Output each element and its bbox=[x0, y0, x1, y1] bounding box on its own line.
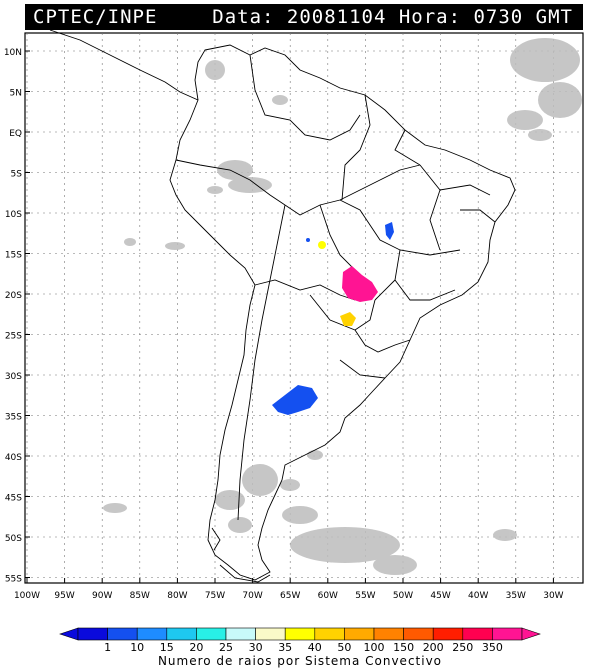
convective-systems bbox=[272, 222, 394, 415]
legend-swatch bbox=[107, 627, 138, 641]
legend-swatch bbox=[492, 627, 523, 641]
lat-label: 5S bbox=[11, 170, 23, 180]
lon-label: 75W bbox=[205, 591, 225, 601]
legend-tick-label: 50 bbox=[337, 641, 351, 654]
legend-swatch bbox=[77, 627, 108, 641]
continent-outline bbox=[169, 44, 516, 581]
legend-arrow-right bbox=[521, 627, 541, 641]
legend-swatch bbox=[462, 627, 493, 641]
legend-swatch bbox=[432, 627, 464, 641]
legend-tick-label: 25 bbox=[219, 641, 233, 654]
legend-swatch bbox=[166, 627, 197, 641]
legend-arrow-left bbox=[59, 627, 79, 641]
legend-swatch bbox=[255, 627, 286, 641]
lon-label: 40W bbox=[468, 591, 488, 601]
lat-label: EQ bbox=[9, 129, 22, 139]
lon-label: 80W bbox=[167, 591, 187, 601]
system-bahia bbox=[385, 222, 394, 240]
legend-tick-label: 40 bbox=[308, 641, 322, 654]
lat-label: 45S bbox=[5, 494, 22, 504]
legend-tick-label: 250 bbox=[452, 641, 473, 654]
datetime-label: Data: 20081104 Hora: 0730 GMT bbox=[212, 6, 573, 28]
map-frame bbox=[24, 32, 584, 584]
lon-label: 95W bbox=[54, 591, 74, 601]
legend-tick-label: 200 bbox=[423, 641, 444, 654]
legend-swatch bbox=[225, 627, 256, 641]
legend-tick-label: 100 bbox=[364, 641, 385, 654]
system-argentina bbox=[272, 385, 318, 415]
lon-label: 45W bbox=[430, 591, 450, 601]
legend-swatch bbox=[344, 627, 375, 641]
lon-label: 55W bbox=[355, 591, 375, 601]
lon-label: 65W bbox=[280, 591, 300, 601]
latitude-labels: 10N 5N EQ 5S 10S 15S 20S 25S 30S 35S 40S 45S 50S 55S bbox=[4, 48, 30, 585]
lat-label: 5N bbox=[10, 89, 22, 99]
map-header: CPTEC/INPE Data: 20081104 Hora: 0730 GMT bbox=[25, 4, 583, 30]
lat-label: 40S bbox=[5, 453, 22, 463]
legend-tick-label: 1 bbox=[104, 641, 111, 654]
lat-label: 10S bbox=[5, 210, 22, 220]
lon-label: 50W bbox=[393, 591, 413, 601]
lon-label: 100W bbox=[14, 591, 40, 601]
legend-swatch bbox=[373, 627, 404, 641]
system-paraguay bbox=[340, 312, 356, 326]
system-bolivia-blue bbox=[306, 238, 310, 242]
legend-swatch bbox=[196, 627, 227, 641]
legend-colorbar: 1 10 15 20 25 30 35 40 50 100 150 200 250 350 bbox=[59, 627, 541, 654]
lat-label: 15S bbox=[5, 251, 22, 261]
lat-label: 25S bbox=[5, 332, 22, 342]
lon-label: 60W bbox=[318, 591, 338, 601]
cloud-layer bbox=[103, 38, 582, 575]
legend-swatch bbox=[403, 627, 434, 641]
lat-label: 50S bbox=[5, 534, 22, 544]
lat-label: 55S bbox=[5, 575, 22, 585]
lat-label: 10N bbox=[4, 48, 22, 58]
legend-tick-label: 350 bbox=[482, 641, 503, 654]
legend-swatch bbox=[284, 627, 316, 641]
lat-label: 30S bbox=[5, 372, 22, 382]
lat-label: 20S bbox=[5, 291, 22, 301]
coastline-and-borders bbox=[49, 29, 516, 583]
legend-title: Numero de raios por Sistema Convectivo bbox=[157, 654, 443, 668]
lon-label: 70W bbox=[242, 591, 262, 601]
lon-label: 90W bbox=[92, 591, 112, 601]
legend-tick-label: 30 bbox=[249, 641, 263, 654]
system-mato-grosso bbox=[342, 266, 378, 302]
legend-tick-label: 35 bbox=[278, 641, 292, 654]
lon-label: 85W bbox=[130, 591, 150, 601]
lon-label: 35W bbox=[506, 591, 526, 601]
legend-tick-label: 15 bbox=[160, 641, 174, 654]
legend-swatch bbox=[314, 627, 345, 641]
legend-tick-label: 10 bbox=[130, 641, 144, 654]
longitude-labels: 100W 95W 90W 85W 80W 75W 70W 65W 60W 55W 50W 45W 40W… bbox=[14, 578, 564, 601]
legend-tick-label: 150 bbox=[393, 641, 414, 654]
lat-label: 35S bbox=[5, 413, 22, 423]
legend-tick-label: 20 bbox=[189, 641, 203, 654]
system-bolivia bbox=[318, 241, 326, 249]
lon-label: 30W bbox=[543, 591, 563, 601]
legend-swatch bbox=[136, 627, 168, 641]
source-label: CPTEC/INPE bbox=[33, 6, 158, 28]
